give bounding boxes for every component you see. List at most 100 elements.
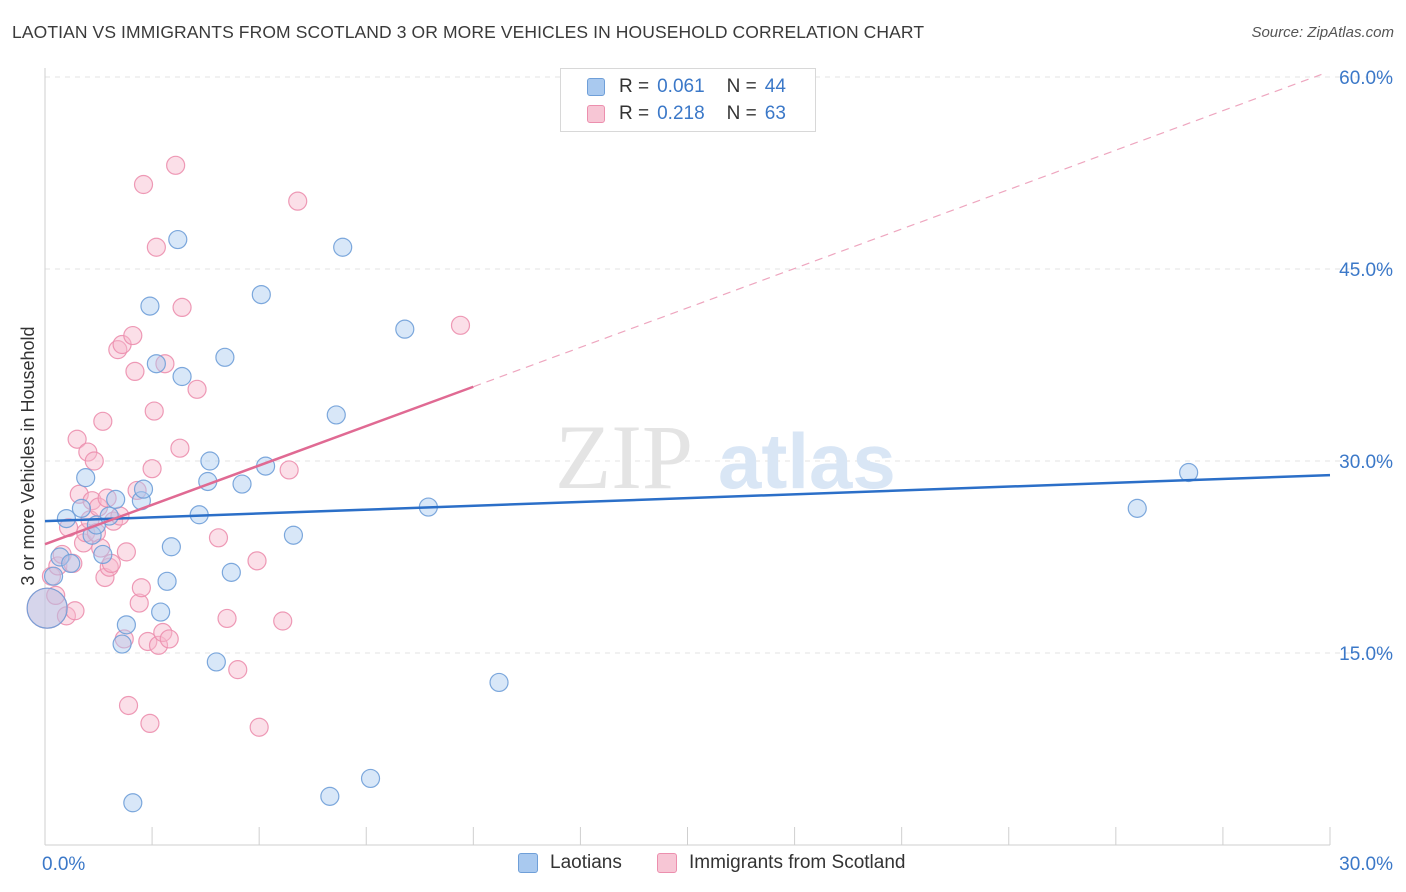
laotians-swatch	[518, 853, 538, 873]
tick-labels: 15.0% 30.0% 45.0% 60.0% 0.0% 30.0%	[42, 68, 1393, 875]
laotians-point-9	[93, 544, 113, 565]
laotians-point-38	[395, 319, 415, 339]
stats-legend: R = 0.061 N = 44 R = 0.218 N = 63	[560, 68, 816, 132]
scotland-point-57	[273, 611, 293, 631]
scotland-point-30	[116, 542, 136, 562]
scotland-point-49	[172, 297, 192, 317]
scotland-point-36	[131, 578, 151, 598]
r-label: R =	[619, 76, 650, 97]
scotland-point-8	[65, 601, 85, 621]
laotians-point-14	[123, 793, 143, 813]
stats-legend-row-laotians: R = 0.061 N = 44	[587, 74, 786, 100]
x-tick-label-0: 0.0%	[42, 854, 85, 875]
scotland-swatch	[657, 853, 677, 873]
scotland-point-16	[84, 451, 104, 471]
n-value: 63	[764, 103, 786, 124]
scotland-point-56	[279, 460, 299, 480]
y-tick-label-3: 60.0%	[1339, 68, 1393, 89]
scotland-point-58	[288, 191, 308, 211]
laotians-point-30	[232, 474, 252, 494]
grid-lines	[45, 76, 1392, 654]
n-value: 44	[764, 76, 786, 97]
laotians-point-4	[61, 553, 81, 574]
r-value: 0.061	[657, 76, 705, 97]
y-tick-label-2: 45.0%	[1339, 260, 1393, 281]
legend-label-laotians: Laotians	[550, 852, 622, 873]
laotians-point-19	[151, 602, 171, 622]
laotians-point-42	[1179, 462, 1199, 483]
y-axis-label: 3 or more Vehicles in Household	[18, 326, 38, 585]
laotians-point-12	[112, 634, 132, 654]
scotland-point-54	[247, 551, 267, 571]
scotland-point-32	[123, 325, 143, 346]
scotland-swatch	[587, 105, 605, 123]
legend-label-scotland: Immigrants from Scotland	[689, 852, 906, 873]
scotland-point-20	[93, 411, 113, 431]
laotians-point-23	[172, 366, 192, 387]
scotland-point-10	[67, 429, 87, 449]
scotland-point-42	[146, 237, 166, 257]
r-label: R =	[619, 103, 650, 124]
scotland-point-53	[228, 660, 248, 680]
series-laotians	[26, 229, 1199, 813]
laotians-point-17	[140, 296, 160, 316]
laotians-point-11	[106, 489, 126, 509]
laotians-point-0	[26, 587, 68, 629]
laotians-point-16	[133, 479, 154, 499]
trend-line-scotland-extrapolated	[473, 73, 1322, 388]
source-label: Source: ZipAtlas.com	[1251, 24, 1394, 41]
scotland-point-39	[140, 713, 160, 734]
scotland-point-35	[129, 593, 149, 613]
stats-legend-row-scotland: R = 0.218 N = 63	[587, 101, 786, 127]
scotland-point-43	[148, 635, 169, 655]
x-tick-label-1: 30.0%	[1339, 854, 1393, 875]
trend-lines	[44, 73, 1331, 546]
scotland-point-52	[217, 608, 237, 629]
laotians-point-13	[116, 615, 136, 635]
scotland-point-33	[125, 361, 145, 381]
legend-item-scotland[interactable]: Immigrants from Scotland	[657, 852, 905, 874]
laotians-point-26	[200, 451, 220, 471]
series-legend: Laotians Immigrants from Scotland	[0, 852, 1406, 878]
laotians-point-22	[168, 229, 188, 250]
laotians-swatch	[587, 78, 605, 96]
scotland-point-37	[133, 174, 154, 195]
laotians-point-36	[333, 237, 353, 257]
laotians-point-18	[146, 354, 166, 374]
scotland-point-21	[95, 567, 115, 588]
scotland-point-48	[170, 438, 190, 458]
scotland-point-51	[208, 528, 229, 548]
laotians-point-6	[76, 468, 96, 488]
watermark: ZIP atlas	[555, 406, 896, 508]
laotians-point-27	[206, 652, 226, 672]
laotians-point-28	[215, 347, 235, 367]
laotians-point-29	[221, 562, 241, 582]
scotland-point-55	[249, 717, 269, 737]
laotians-point-2	[50, 547, 70, 567]
r-value: 0.218	[657, 103, 705, 124]
laotians-point-20	[157, 571, 177, 591]
scotland-point-38	[138, 631, 158, 652]
y-tick-label-1: 30.0%	[1339, 452, 1393, 473]
laotians-point-33	[283, 525, 304, 545]
laotians-point-1	[43, 566, 64, 586]
series-immigrants-from-scotland	[26, 155, 471, 737]
scotland-point-59	[450, 315, 471, 335]
scotland-point-40	[142, 459, 162, 479]
laotians-point-35	[326, 405, 346, 425]
scotland-point-2	[46, 585, 66, 606]
laotians-point-40	[489, 672, 509, 693]
axes	[44, 68, 1331, 846]
chart-title: LAOTIAN VS IMMIGRANTS FROM SCOTLAND 3 OR…	[12, 22, 925, 42]
legend-item-laotians[interactable]: Laotians	[518, 852, 622, 874]
laotians-point-5	[71, 498, 92, 518]
scotland-point-47	[166, 155, 186, 175]
scotland-point-46	[159, 629, 179, 649]
scotland-point-50	[187, 379, 207, 399]
scotland-point-34	[127, 480, 147, 501]
laotians-point-21	[161, 537, 181, 557]
trend-line-laotians	[44, 473, 1331, 523]
y-tick-label-0: 15.0%	[1339, 644, 1393, 665]
laotians-point-31	[251, 285, 271, 305]
